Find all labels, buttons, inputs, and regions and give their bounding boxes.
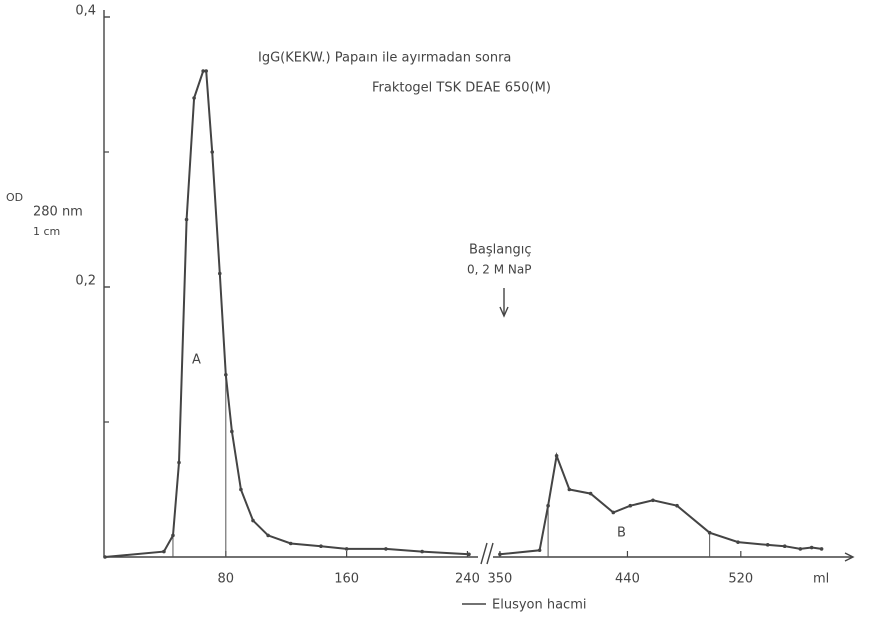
data-point — [546, 503, 550, 508]
arrow-head — [499, 306, 509, 318]
data-point — [809, 545, 814, 550]
data-point — [651, 498, 655, 503]
data-point — [230, 429, 234, 434]
x-tick-label: 160 — [334, 572, 359, 587]
data-point — [567, 487, 572, 492]
data-point — [217, 271, 222, 276]
data-point — [171, 533, 175, 538]
data-point — [266, 533, 270, 538]
data-point — [628, 503, 633, 508]
data-point — [192, 96, 196, 100]
x-tick-label: 80 — [218, 572, 235, 587]
y-tick-label: 0,2 — [75, 274, 96, 289]
data-point — [554, 453, 559, 458]
y-label-unit: 1 cm — [33, 225, 60, 238]
data-point — [588, 491, 593, 496]
data-point — [819, 547, 824, 551]
data-point — [184, 217, 189, 222]
data-point — [611, 510, 616, 515]
data-point — [177, 460, 181, 465]
data-point — [782, 544, 787, 548]
data-point — [736, 540, 740, 544]
y-label: OD — [6, 191, 23, 204]
chart-title: IgG(KEKW.) Papaın ile ayırmadan sonra — [258, 51, 511, 66]
data-point — [103, 555, 107, 559]
data-point — [537, 548, 542, 553]
data-point — [210, 150, 215, 154]
data-point — [319, 544, 323, 548]
data-line — [104, 70, 470, 558]
x-unit: ml — [813, 572, 829, 587]
x-tick-label: 350 — [488, 572, 513, 587]
data-point — [251, 518, 255, 523]
data-point — [675, 503, 679, 508]
data-point — [344, 547, 349, 551]
start-note: 0, 2 M NaP — [467, 263, 531, 277]
data-point — [224, 372, 228, 377]
data-point — [288, 541, 293, 546]
axis-break — [480, 542, 494, 565]
data-point — [798, 547, 803, 551]
x-tick-label: 440 — [615, 572, 640, 587]
x-tick-label: 520 — [728, 572, 753, 587]
y-tick-label: 0,4 — [75, 4, 96, 19]
data-point — [420, 549, 424, 554]
data-point — [204, 69, 208, 73]
peak-label: A — [192, 353, 201, 368]
data-point — [239, 487, 243, 492]
x-tick-label: 240 — [455, 572, 480, 587]
y-label-sub: 280 nm — [33, 205, 83, 220]
axis-arrow — [844, 552, 855, 562]
data-point — [162, 549, 166, 554]
data-point — [384, 547, 388, 551]
data-point — [765, 543, 770, 547]
data-point — [707, 530, 712, 535]
data-point — [467, 552, 471, 557]
data-point — [201, 69, 205, 73]
start-note: Başlangıç — [469, 243, 532, 258]
chart-subtitle: Fraktogel TSK DEAE 650(M) — [372, 81, 551, 96]
x-label: Elusyon hacmi — [492, 598, 587, 613]
peak-label: B — [617, 526, 626, 541]
data-point — [498, 552, 502, 557]
